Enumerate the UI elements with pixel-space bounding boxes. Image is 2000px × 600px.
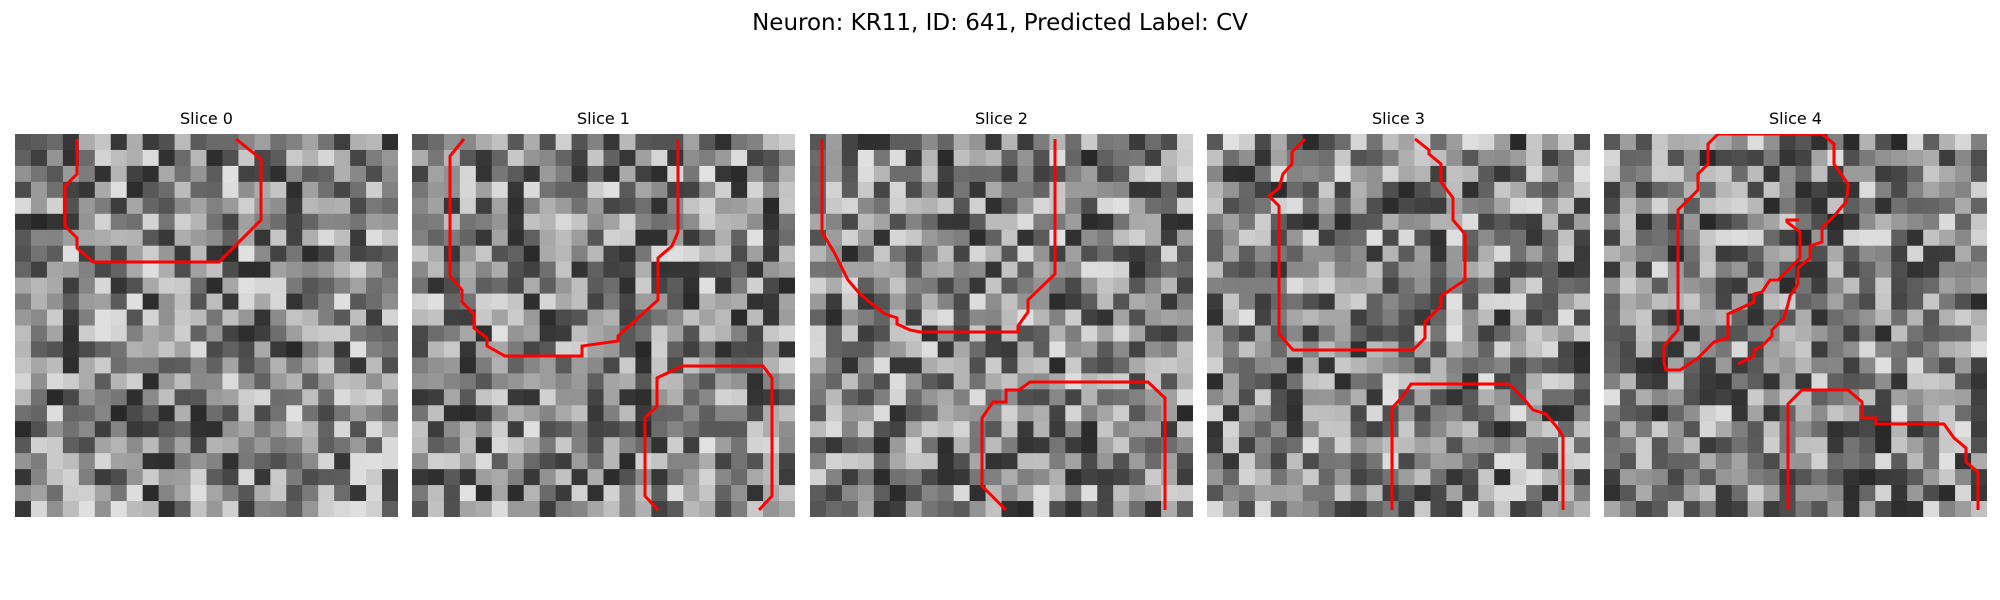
slice-title-3: Slice 3 <box>1372 109 1425 128</box>
segmentation-contour <box>63 137 263 264</box>
slice-title-2: Slice 2 <box>975 109 1028 128</box>
grayscale-pixel-grid <box>412 134 795 517</box>
segmentation-contour <box>1662 134 1850 372</box>
slice-image-0 <box>15 134 398 517</box>
segmentation-contour <box>1786 388 1980 510</box>
segmentation-contour <box>1390 382 1565 510</box>
segmentation-contour <box>820 139 1057 334</box>
slice-panel-2: Slice 2 <box>810 108 1193 518</box>
slice-panel-3: Slice 3 <box>1207 108 1590 518</box>
slice-panel-4: Slice 4 <box>1604 108 1987 518</box>
slice-title-1: Slice 1 <box>577 109 630 128</box>
grayscale-pixel-grid <box>810 134 1193 517</box>
slice-image-2 <box>810 134 1193 517</box>
slice-image-1 <box>412 134 795 517</box>
figure-title: Neuron: KR11, ID: 641, Predicted Label: … <box>752 10 1248 36</box>
segmentation-contour <box>1266 137 1467 352</box>
slice-panel-0: Slice 0 <box>15 108 398 518</box>
slice-title-4: Slice 4 <box>1769 109 1822 128</box>
segmentation-contour <box>980 380 1167 512</box>
slice-panel-1: Slice 1 <box>412 108 795 518</box>
grayscale-pixel-grid <box>1604 134 1987 517</box>
slice-image-3 <box>1207 134 1590 517</box>
grayscale-pixel-grid <box>1207 134 1590 517</box>
segmentation-contour <box>643 364 774 512</box>
segmentation-contour <box>448 138 680 358</box>
slice-image-4 <box>1604 134 1987 517</box>
slice-title-0: Slice 0 <box>180 109 233 128</box>
grayscale-pixel-grid <box>15 134 398 517</box>
